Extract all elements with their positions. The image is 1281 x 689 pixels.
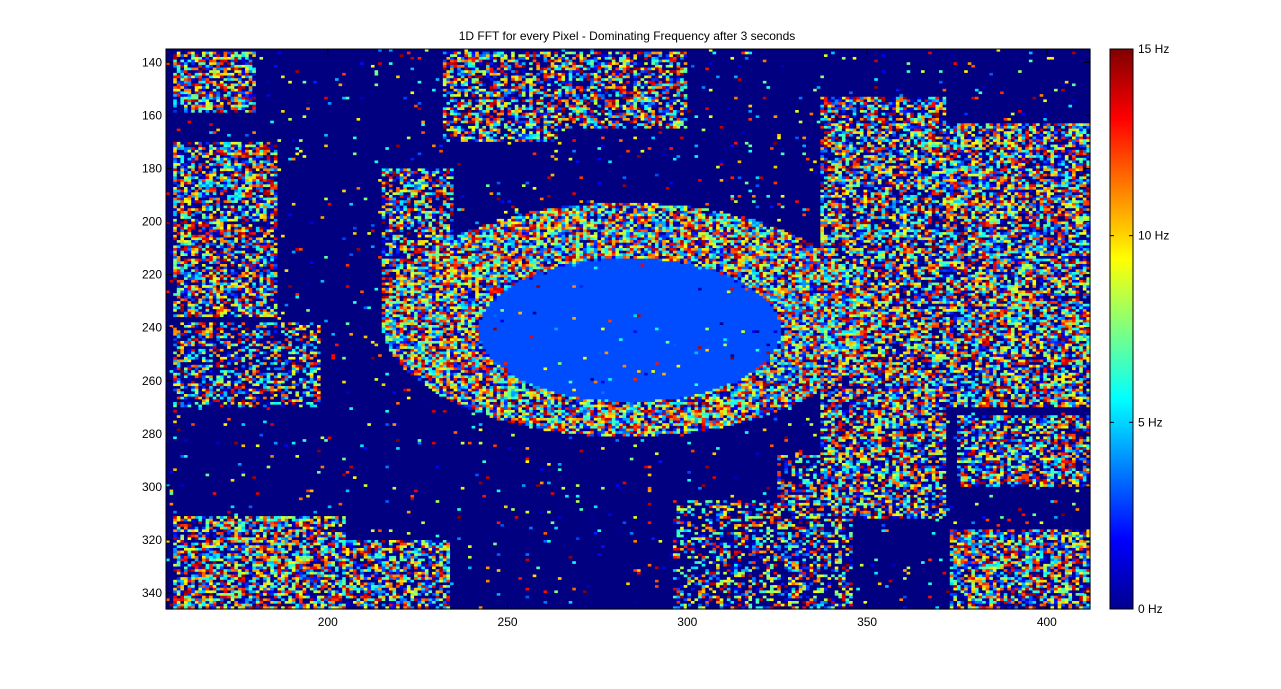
heatmap-image — [166, 49, 1091, 610]
chart-title: 1D FFT for every Pixel - Dominating Freq… — [459, 29, 796, 43]
